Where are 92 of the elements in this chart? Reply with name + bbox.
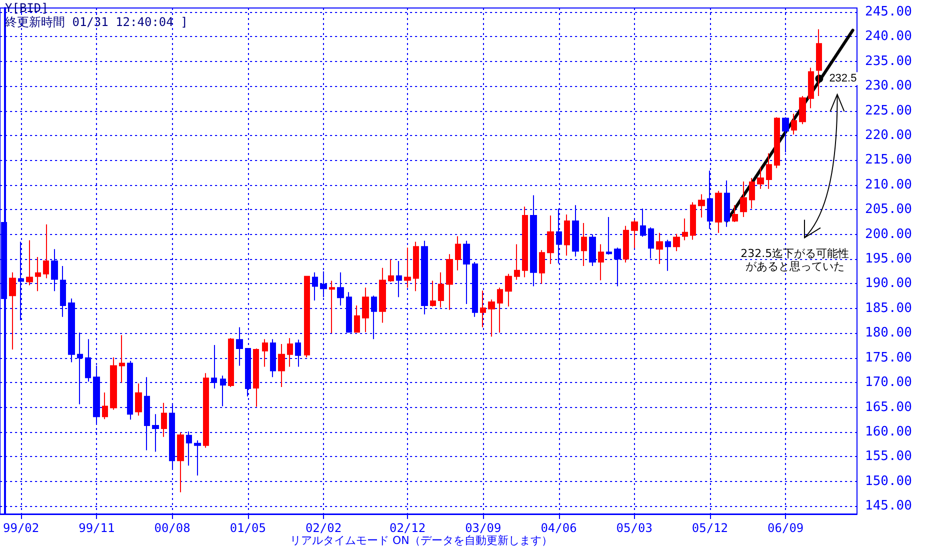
y-tick-label: 170.00 xyxy=(865,375,912,390)
y-tick-label: 180.00 xyxy=(865,326,912,341)
candlestick xyxy=(278,344,285,388)
y-tick-label: 210.00 xyxy=(865,177,912,192)
candlestick xyxy=(438,272,444,308)
candlestick xyxy=(388,259,394,282)
y-tick-label: 205.00 xyxy=(865,202,912,218)
candlestick xyxy=(581,222,587,266)
candlestick xyxy=(110,356,117,410)
candlestick xyxy=(362,287,369,333)
candlestick xyxy=(228,338,234,388)
y-tick-label: 185.00 xyxy=(865,300,912,316)
candlestick xyxy=(698,194,705,218)
candlestick xyxy=(623,225,629,263)
y-tick-label: 220.00 xyxy=(865,128,912,143)
candlestick xyxy=(715,190,722,234)
candlestick xyxy=(446,254,453,310)
candlestick xyxy=(480,290,486,328)
candlestick xyxy=(253,348,259,408)
y-tick-label: 235.00 xyxy=(865,54,912,69)
candlestick xyxy=(732,204,738,222)
candlestick xyxy=(379,267,386,324)
candlestick xyxy=(287,338,293,368)
candlestick xyxy=(690,202,696,240)
candlestick xyxy=(35,256,41,292)
candlestick xyxy=(774,116,780,169)
y-tick-label: 165.00 xyxy=(865,400,912,415)
y-tick-label: 190.00 xyxy=(865,276,912,292)
candlestick xyxy=(514,244,520,280)
annotation: 232.5迄下がる可能性があると思っていた xyxy=(740,247,850,274)
candlestick xyxy=(413,241,419,292)
y-tick-label: 160.00 xyxy=(865,424,912,440)
candlestick xyxy=(673,233,680,252)
y-tick-label: 225.00 xyxy=(865,103,912,118)
candlestick xyxy=(539,250,545,284)
y-tick-label: 175.00 xyxy=(865,350,912,366)
x-tick-label: 02/12 xyxy=(389,521,426,535)
y-tick-label: 230.00 xyxy=(865,78,912,94)
candlestick xyxy=(631,219,638,249)
y-tick-label: 245.00 xyxy=(865,4,912,20)
x-tick-label: 99/02 xyxy=(3,521,40,535)
x-tick-label: 05/03 xyxy=(616,521,652,535)
candlestick xyxy=(816,28,822,96)
candlestick xyxy=(808,67,814,109)
candlestick xyxy=(430,280,436,307)
x-tick-label: 01/05 xyxy=(230,521,266,535)
candlestick xyxy=(791,113,797,135)
candlestick xyxy=(135,383,142,416)
candlestick xyxy=(262,338,268,368)
candlestick xyxy=(682,218,688,241)
x-tick-label: 06/09 xyxy=(768,521,804,535)
y-tick-label: 155.00 xyxy=(865,449,912,464)
candlestick xyxy=(497,287,503,334)
candlestick xyxy=(26,240,33,286)
y-tick-label: 195.00 xyxy=(865,252,912,267)
candlestick xyxy=(488,299,495,338)
y-tick-label: 200.00 xyxy=(865,226,912,242)
candlestick xyxy=(598,244,604,281)
candlestick xyxy=(177,432,184,493)
candlestick xyxy=(43,224,49,279)
candlestick xyxy=(304,276,310,358)
candlestick xyxy=(749,177,755,210)
candlestick xyxy=(329,280,335,334)
x-tick-label: 02/02 xyxy=(305,521,342,535)
candlestick xyxy=(522,206,528,278)
x-tick-label: 00/08 xyxy=(154,521,190,535)
candlestick xyxy=(656,232,663,264)
y-tick-label: 150.00 xyxy=(865,474,912,489)
candlestick xyxy=(799,95,806,125)
y-tick-label: 240.00 xyxy=(865,29,912,44)
candlestick xyxy=(505,273,512,307)
x-tick-label: 99/11 xyxy=(78,521,115,535)
candlestick xyxy=(161,402,167,438)
candlestick xyxy=(203,372,209,448)
y-tick-label: 145.00 xyxy=(865,498,912,514)
candlestick xyxy=(547,215,554,264)
candlestick xyxy=(119,334,125,384)
candlestick xyxy=(9,272,16,350)
candlestick xyxy=(354,304,360,334)
annotation: 232.5 xyxy=(829,72,857,85)
y-tick-label: 215.00 xyxy=(865,152,912,168)
x-tick-label: 04/06 xyxy=(540,521,577,535)
candlestick xyxy=(564,214,570,256)
candlestick xyxy=(404,247,411,288)
candlestick xyxy=(766,152,772,190)
x-tick-label: 03/09 xyxy=(465,521,502,535)
x-tick-label: 05/12 xyxy=(692,521,728,535)
candlestick xyxy=(455,236,461,271)
text: リアルタイムモード ON（データを自動更新します） xyxy=(290,534,552,547)
candlestick xyxy=(740,180,747,218)
candlestick xyxy=(757,166,764,190)
candlestick xyxy=(102,392,108,420)
